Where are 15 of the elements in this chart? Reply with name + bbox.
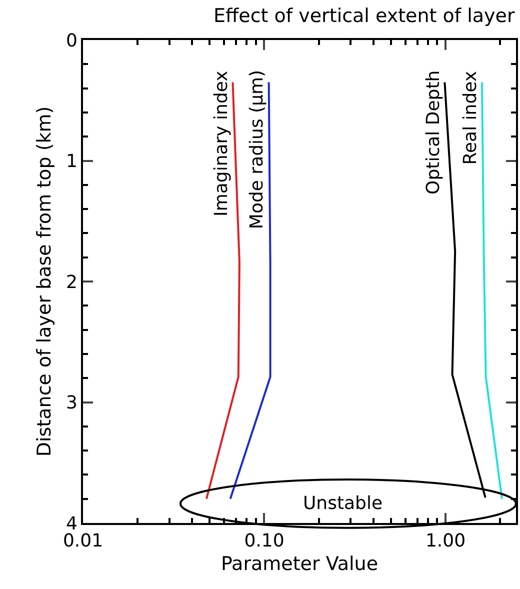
y-tick-label: 0 (66, 30, 78, 52)
annotation: Unstable (303, 493, 383, 514)
x-tick-label: 0.10 (244, 530, 284, 552)
line-series (480, 81, 503, 500)
y-tick-label: 2 (66, 272, 78, 293)
text: Mode radius (µm) (246, 70, 268, 230)
x-axis-title: Parameter Value (220, 552, 378, 575)
text: Optical Depth (422, 70, 444, 194)
x-tick-label: 1.00 (425, 530, 466, 552)
text: Real index (460, 70, 482, 165)
text: Imaginary index (210, 70, 232, 216)
chart-title: Effect of vertical extent of layer (214, 5, 515, 28)
y-tick-label: 1 (66, 151, 78, 172)
y-tick-label: 3 (66, 392, 78, 414)
y-axis-title: Distance of layer base from top (km) (33, 106, 56, 457)
